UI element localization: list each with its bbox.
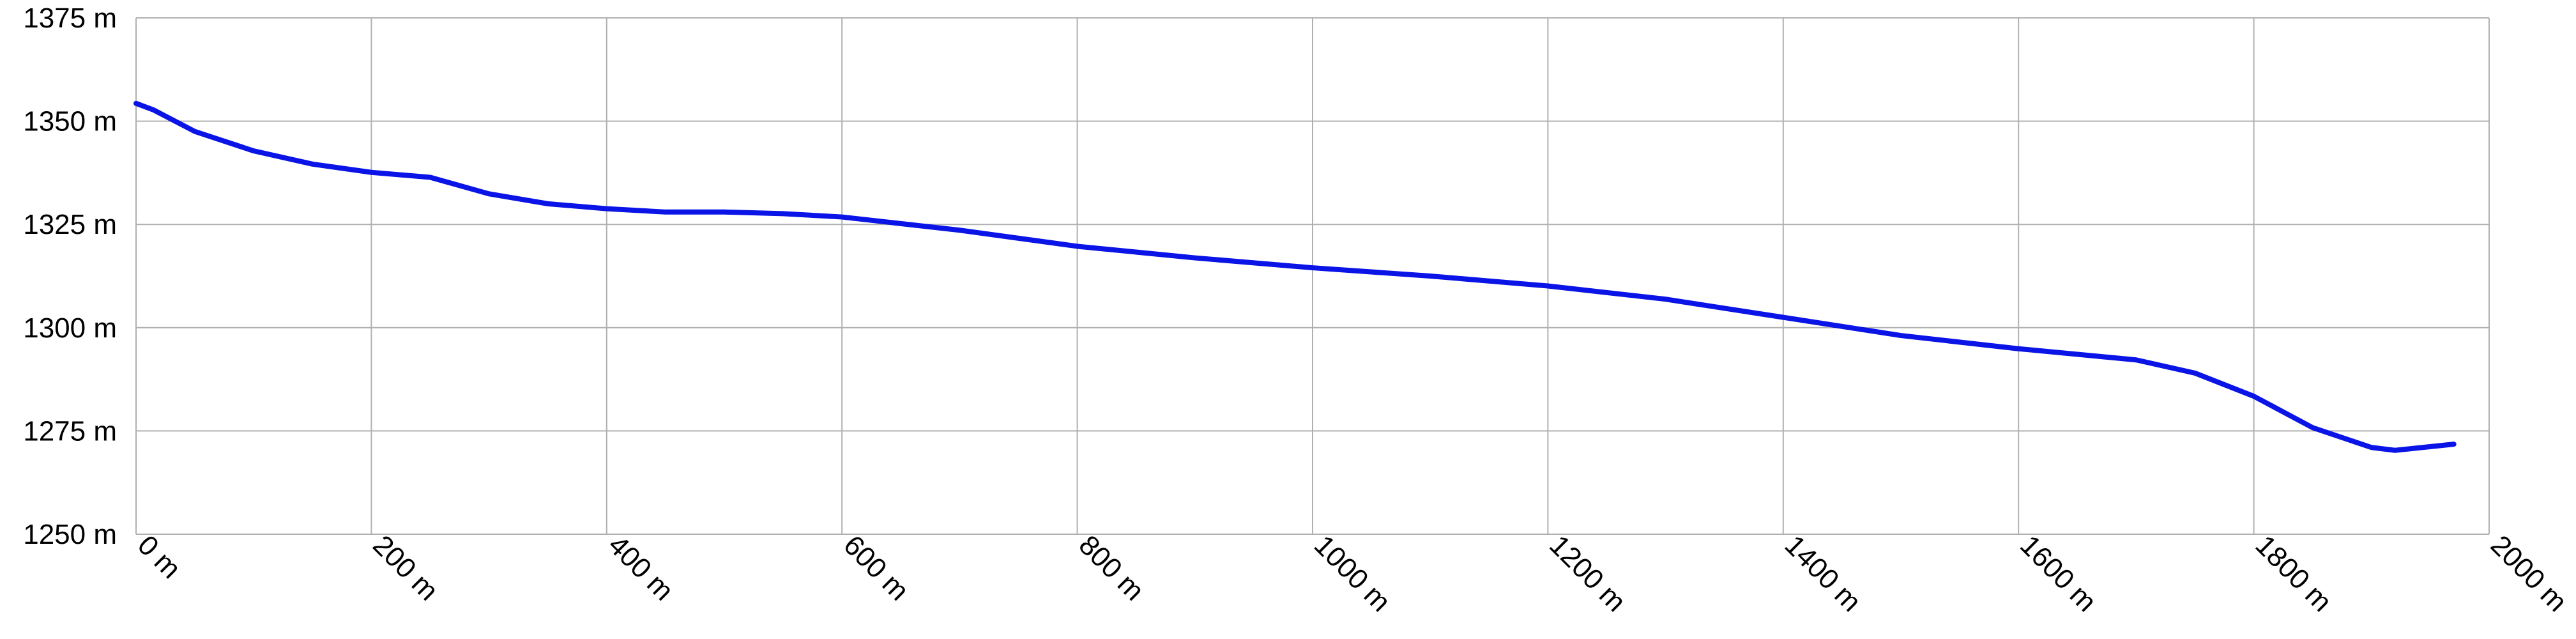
y-tick-label: 1375 m bbox=[23, 3, 117, 34]
elevation-line bbox=[133, 100, 2457, 453]
y-tick-label: 1350 m bbox=[23, 106, 117, 137]
x-tick-label: 2000 m bbox=[2485, 529, 2573, 617]
x-tick-label: 1600 m bbox=[2014, 529, 2102, 617]
y-tick-label: 1300 m bbox=[23, 312, 117, 344]
x-tick-label: 600 m bbox=[837, 529, 915, 606]
x-tick-label: 1800 m bbox=[2250, 529, 2338, 617]
x-tick-label: 200 m bbox=[367, 529, 444, 606]
y-tick-label: 1275 m bbox=[23, 415, 117, 447]
x-tick-label: 400 m bbox=[602, 529, 680, 606]
x-tick-label: 0 m bbox=[132, 529, 187, 585]
y-tick-label: 1325 m bbox=[23, 209, 117, 240]
x-tick-label: 1400 m bbox=[1779, 529, 1867, 617]
y-tick-label: 1250 m bbox=[23, 519, 117, 550]
x-tick-label: 1200 m bbox=[1543, 529, 1631, 617]
x-tick-label: 1000 m bbox=[1308, 529, 1396, 617]
x-tick-label: 800 m bbox=[1073, 529, 1150, 606]
